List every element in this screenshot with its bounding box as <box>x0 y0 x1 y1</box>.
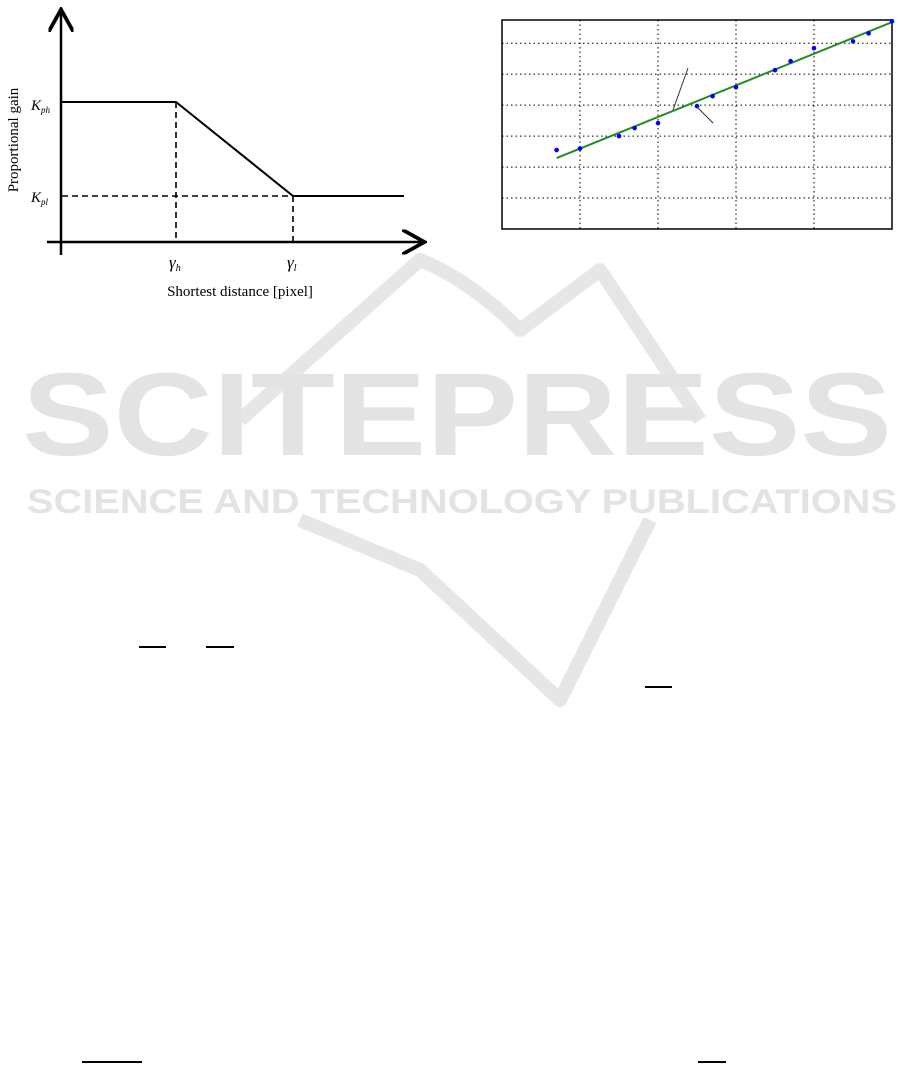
x-axis-label: Shortest distance [pixel] <box>167 284 313 300</box>
watermark-title: SCITEPRESS <box>22 349 892 481</box>
data-point <box>889 18 895 24</box>
data-point <box>850 39 856 44</box>
y-axis-label: Proportional gain <box>6 87 22 192</box>
watermark-book-logo <box>235 253 706 707</box>
data-point <box>632 125 637 131</box>
data-point <box>772 67 778 73</box>
kpl-label: Kpl <box>30 190 49 207</box>
watermark-subtitle: SCIENCE AND TECHNOLOGY PUBLICATIONS <box>27 483 897 521</box>
fit-line <box>556 21 893 160</box>
data-point <box>655 120 661 126</box>
data-point <box>554 147 559 153</box>
gain-curve <box>62 101 404 197</box>
scatter-chart <box>501 18 895 230</box>
gamma-l-label: γl <box>287 253 297 274</box>
fraction-bar <box>139 646 166 648</box>
kph-label: Kph <box>30 98 51 115</box>
fraction-bar <box>645 686 672 688</box>
data-point <box>577 146 583 151</box>
gamma-h-label: γh <box>169 253 181 274</box>
grid <box>502 20 892 229</box>
data-point <box>694 103 700 109</box>
points-annotation-pointer <box>696 106 714 124</box>
data-point <box>866 31 871 36</box>
fraction-bar <box>206 646 234 648</box>
plot-frame <box>501 19 893 230</box>
fraction-bar <box>82 1061 142 1063</box>
fraction-bar <box>698 1061 726 1063</box>
guide-lines <box>62 102 294 242</box>
data-point <box>788 58 793 64</box>
data-point <box>811 45 817 51</box>
data-point <box>710 93 715 99</box>
gain-schedule-figure: Kph Kpl γh γl Shortest distance [pixel] … <box>6 0 440 300</box>
data-point <box>733 84 739 90</box>
data-points <box>554 18 895 153</box>
fit-line-annotation-pointer <box>672 67 689 111</box>
data-point <box>616 133 622 139</box>
